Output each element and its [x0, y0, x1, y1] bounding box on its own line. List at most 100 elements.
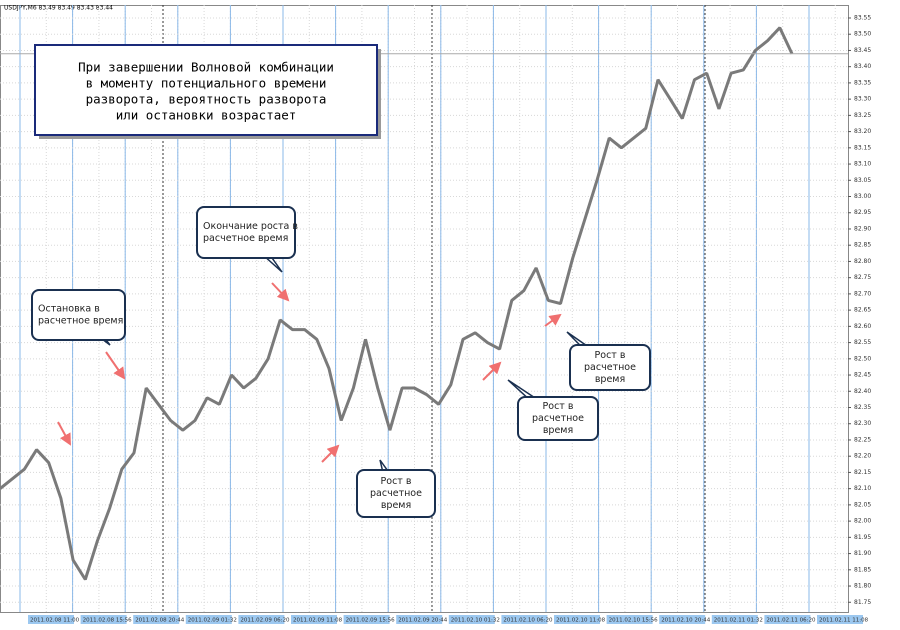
y-tick-label: 83.10 [854, 161, 871, 168]
callout-box [569, 344, 651, 391]
x-tick-label: 2011.02.11 06:20 [766, 618, 816, 624]
y-tick-label: 82.05 [854, 501, 871, 508]
callout-text: расчетное время [203, 233, 288, 244]
note-line: разворота, вероятность разворота [86, 92, 327, 107]
y-tick-label: 82.85 [854, 242, 871, 249]
x-label-bg [80, 615, 127, 624]
pointer-arrow [321, 444, 340, 463]
y-tick-label: 83.50 [854, 31, 871, 38]
y-tick-label: 83.55 [854, 14, 871, 21]
x-tick-label: 2011.02.08 11:00 [30, 618, 80, 624]
callout-text: Остановка в [38, 304, 100, 315]
note-line: в моменту потенциального времени [86, 76, 327, 91]
y-tick-label: 82.80 [854, 258, 871, 265]
callout-text: расчетное [584, 362, 636, 373]
x-tick-label: 2011.02.10 15:56 [609, 618, 659, 624]
y-tick-label: 81.90 [854, 550, 871, 557]
x-tick-label: 2011.02.09 01:32 [188, 618, 237, 624]
callout-text: расчетное [532, 413, 584, 424]
x-tick-label: 2011.02.09 20:44 [398, 618, 448, 624]
callout-text: Рост в [543, 401, 574, 412]
header: USDJPY,M6 83.49 83.49 83.43 83.44 [4, 5, 113, 12]
y-tick-label: 82.50 [854, 355, 871, 362]
pointer-arrow [544, 313, 562, 327]
x-tick-label: 2011.02.08 15:56 [83, 618, 133, 624]
callout-text: Окончание роста в [203, 221, 298, 232]
x-tick-label: 2011.02.08 20:44 [135, 618, 185, 624]
pointer-arrow [57, 421, 71, 446]
x-tick-label: 2011.02.10 06:20 [503, 618, 553, 624]
x-label-bg [659, 615, 706, 624]
y-tick-label: 83.30 [854, 96, 871, 103]
x-label-bg [817, 615, 863, 624]
pointer-arrow [271, 282, 290, 302]
x-label-bg [554, 615, 600, 624]
y-tick-label: 82.95 [854, 209, 871, 216]
x-tick-label: 2011.02.09 15:56 [346, 618, 396, 624]
x-label-bg [396, 615, 443, 624]
y-tick-label: 82.75 [854, 274, 871, 281]
x-label-bg [133, 615, 180, 624]
x-label-bg [501, 615, 548, 624]
x-label-bg [238, 615, 285, 624]
callout-text: Рост в [381, 476, 412, 487]
y-tick-label: 81.95 [854, 534, 871, 541]
callout-box [196, 206, 296, 259]
pointer-arrow [482, 361, 502, 381]
note-line: При завершении Волновой комбинации [78, 60, 334, 75]
y-tick-label: 83.40 [854, 63, 871, 70]
x-tick-label: 2011.02.11 01:32 [714, 618, 763, 624]
y-tick-label: 82.90 [854, 225, 871, 232]
plot-frame [0, 5, 849, 613]
callout-text: Рост в [595, 350, 626, 361]
y-tick-label: 82.20 [854, 453, 871, 460]
y-tick-label: 82.10 [854, 485, 871, 492]
x-tick-label: 2011.02.10 01:32 [451, 618, 500, 624]
y-tick-label: 83.25 [854, 112, 871, 119]
y-tick-label: 82.30 [854, 420, 871, 427]
x-label-bg [291, 615, 337, 624]
x-label-bg [343, 615, 390, 624]
x-tick-label: 2011.02.10 11:08 [556, 618, 606, 624]
y-tick-label: 82.65 [854, 307, 871, 314]
callout-text: время [381, 500, 411, 511]
y-tick-label: 83.45 [854, 47, 871, 54]
y-tick-label: 83.35 [854, 79, 871, 86]
x-tick-label: 2011.02.11 11:08 [819, 618, 869, 624]
price-line [0, 26, 794, 581]
y-tick-label: 83.20 [854, 128, 871, 135]
y-tick-label: 81.85 [854, 566, 871, 573]
note-line: или остановки возрастает [116, 108, 297, 123]
y-tick-label: 81.75 [854, 599, 871, 606]
y-tick-label: 82.40 [854, 388, 871, 395]
x-tick-label: 2011.02.09 06:20 [240, 618, 290, 624]
callout-box [31, 289, 126, 341]
x-label-bg [185, 615, 232, 624]
note-box [34, 44, 378, 136]
y-tick-label: 82.60 [854, 323, 871, 330]
x-label-bg [764, 615, 811, 624]
callout-box [517, 396, 599, 441]
callout-text: расчетное время [38, 316, 123, 327]
y-tick-label: 82.45 [854, 372, 871, 379]
y-tick-label: 82.35 [854, 404, 871, 411]
x-label-bg [448, 615, 495, 624]
y-tick-label: 82.25 [854, 436, 871, 443]
x-tick-label: 2011.02.09 11:08 [293, 618, 343, 624]
y-tick-label: 81.80 [854, 583, 871, 590]
y-tick-label: 83.05 [854, 177, 871, 184]
callout-text: время [543, 425, 573, 436]
y-tick-label: 83.15 [854, 144, 871, 151]
callout-box [356, 469, 436, 518]
y-tick-label: 82.70 [854, 290, 871, 297]
x-label-bg [711, 615, 758, 624]
y-tick-label: 83.00 [854, 193, 871, 200]
x-tick-label: 2011.02.10 20:44 [661, 618, 711, 624]
x-label-bg [28, 615, 74, 624]
y-tick-label: 82.00 [854, 518, 871, 525]
y-tick-label: 82.15 [854, 469, 871, 476]
x-label-bg [606, 615, 653, 624]
pointer-arrow [105, 351, 126, 380]
callout-text: время [595, 374, 625, 385]
